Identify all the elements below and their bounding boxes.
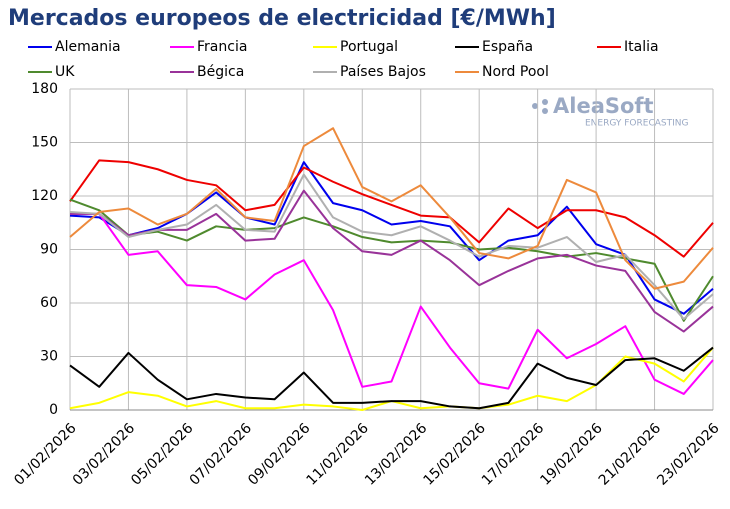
series-line — [69, 198, 714, 322]
legend-label: Portugal — [340, 39, 398, 55]
legend-label: Alemania — [55, 39, 121, 55]
legend-label: Bégica — [197, 64, 244, 80]
legend-label: España — [482, 39, 533, 55]
legend-label: Italia — [624, 39, 659, 55]
legend-label: UK — [55, 64, 75, 80]
y-tick-label: 90 — [40, 242, 58, 258]
series-line — [70, 189, 714, 333]
y-tick-label: 60 — [40, 295, 58, 311]
legend-label: Nord Pool — [482, 64, 549, 80]
logo-name: AleaSoft — [553, 94, 654, 118]
series-line — [69, 346, 714, 410]
y-tick-label: 30 — [40, 349, 58, 365]
chart-title: Mercados europeos de electricidad [€/MWh… — [8, 6, 556, 31]
legend-label: Francia — [197, 39, 247, 55]
logo: AleaSoft ENERGY FORECASTING — [532, 94, 688, 129]
legend-label: Países Bajos — [340, 64, 426, 80]
logo-dot — [542, 99, 548, 105]
logo-dot — [542, 108, 548, 114]
y-tick-label: 180 — [31, 81, 58, 97]
logo-dot — [532, 103, 538, 109]
series-line — [69, 127, 714, 290]
logo-tagline: ENERGY FORECASTING — [585, 119, 688, 129]
y-tick-label: 150 — [31, 135, 58, 151]
x-tick-label: 23/02/2026 — [654, 420, 722, 488]
series-line — [69, 173, 714, 321]
series-line — [69, 161, 714, 315]
y-tick-label: 120 — [31, 188, 58, 204]
y-tick-label: 0 — [49, 402, 58, 418]
series-line — [70, 212, 714, 395]
